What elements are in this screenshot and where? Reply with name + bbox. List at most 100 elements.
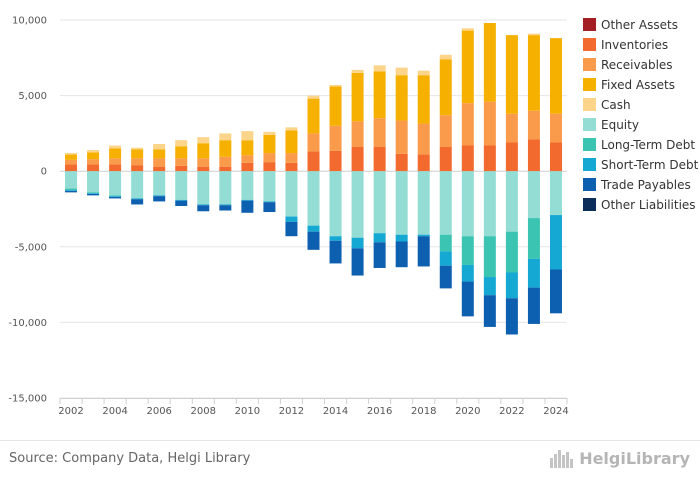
bar-segment (549, 38, 562, 114)
bar-segment (241, 155, 254, 163)
bar-segment (373, 65, 386, 72)
bar-segment (263, 134, 276, 154)
bar-segment (219, 156, 232, 167)
bar-segment (241, 162, 254, 172)
bar-segment (373, 242, 386, 268)
legend-swatch (583, 138, 596, 151)
bar-segment (461, 28, 474, 31)
y-tick-label: 10,000 (12, 16, 47, 27)
helgi-library-logo: HelgiLibrary (549, 448, 690, 468)
bar-segment (197, 204, 210, 206)
x-axis: 2002 2004 2006 2008 2010 2012 2014 2016 2018 2020… (58, 398, 569, 417)
bar-segment (483, 236, 496, 278)
bar-segment (175, 171, 188, 200)
bar-segment (219, 140, 232, 157)
legend-swatch (583, 118, 596, 131)
x-tick-label: 2018 (411, 406, 436, 417)
bar-segment (153, 196, 166, 202)
bar-segment (285, 130, 298, 154)
bar-segment (153, 171, 166, 196)
bar-segment (219, 166, 232, 172)
bar-segment (263, 202, 276, 213)
brand-wordmark: HelgiLibrary (579, 448, 690, 468)
bar-segment (527, 110, 540, 140)
bar-segment (109, 196, 122, 199)
bar-segment (307, 171, 320, 226)
bar-segment (329, 86, 342, 126)
bar-segment (351, 69, 364, 73)
bar-segment (65, 190, 78, 191)
bar-segment (175, 140, 188, 147)
legend-swatch (583, 198, 596, 211)
bar-segment (131, 158, 144, 166)
bar-segment (197, 166, 210, 172)
bar-segment (373, 233, 386, 243)
bar-segment (87, 159, 100, 165)
bar-segment (527, 258, 540, 288)
bar-segment (285, 127, 298, 131)
bar-segment (549, 113, 562, 143)
bar-segment (527, 139, 540, 172)
bar-segment (395, 171, 408, 235)
bar-segment (219, 133, 232, 141)
bar-segment (505, 35, 518, 114)
bar-segment (505, 272, 518, 299)
legend-swatch (583, 178, 596, 191)
bar-segment (241, 171, 254, 200)
y-tick-label: 0 (41, 167, 47, 178)
legend-label: Fixed Assets (601, 78, 675, 92)
legend-label: Equity (601, 118, 639, 132)
bar-segment (197, 137, 210, 144)
legend-label: Other Assets (601, 18, 678, 32)
bar-segment (153, 158, 166, 167)
bar-segment (329, 150, 342, 172)
bar-segment (351, 248, 364, 276)
bar-segment (175, 158, 188, 166)
legend-label: Inventories (601, 38, 668, 52)
bar-segment (87, 152, 100, 160)
bar-segment (65, 188, 78, 191)
bar-segment (527, 33, 540, 36)
bar-segment (483, 171, 496, 237)
bar-segment (483, 145, 496, 172)
legend-swatch (583, 158, 596, 171)
bar-segment (395, 153, 408, 172)
bar-segment (219, 205, 232, 211)
bar-segment (131, 165, 144, 172)
legend-label: Short-Term Debt (601, 158, 699, 172)
bar-segment (373, 147, 386, 172)
x-tick-label: 2006 (146, 406, 171, 417)
bar-segment (65, 171, 78, 189)
bar-segment (131, 171, 144, 199)
footer-divider (0, 440, 700, 441)
bar-segment (549, 142, 562, 172)
legend-label: Cash (601, 98, 631, 112)
legend-label: Other Liabilities (601, 198, 696, 212)
bar-segment (351, 72, 364, 122)
bar-segment (329, 236, 342, 241)
bar-segment (373, 171, 386, 234)
legend-swatch (583, 58, 596, 71)
bar-segment (285, 153, 298, 163)
bar-segment (483, 277, 496, 296)
bar-segment (241, 199, 254, 201)
legend-swatch (583, 78, 596, 91)
bar-segment (197, 205, 210, 212)
bar-segment (527, 171, 540, 219)
bar-segment (285, 221, 298, 237)
bar-segment (395, 120, 408, 154)
bar-segment (131, 147, 144, 150)
bar-segment (351, 121, 364, 148)
bar-segment (263, 153, 276, 163)
bar-segment (109, 164, 122, 172)
bar-segment (505, 113, 518, 143)
bar-segment (307, 225, 320, 232)
legend: Other Assets Inventories Receivables Fixed … (583, 18, 699, 212)
bar-segment (527, 35, 540, 111)
bar-segment (285, 162, 298, 172)
bar-segment (417, 234, 430, 237)
bar-segment (549, 215, 562, 270)
bar-segment (285, 216, 298, 222)
bar-segment (439, 171, 452, 235)
